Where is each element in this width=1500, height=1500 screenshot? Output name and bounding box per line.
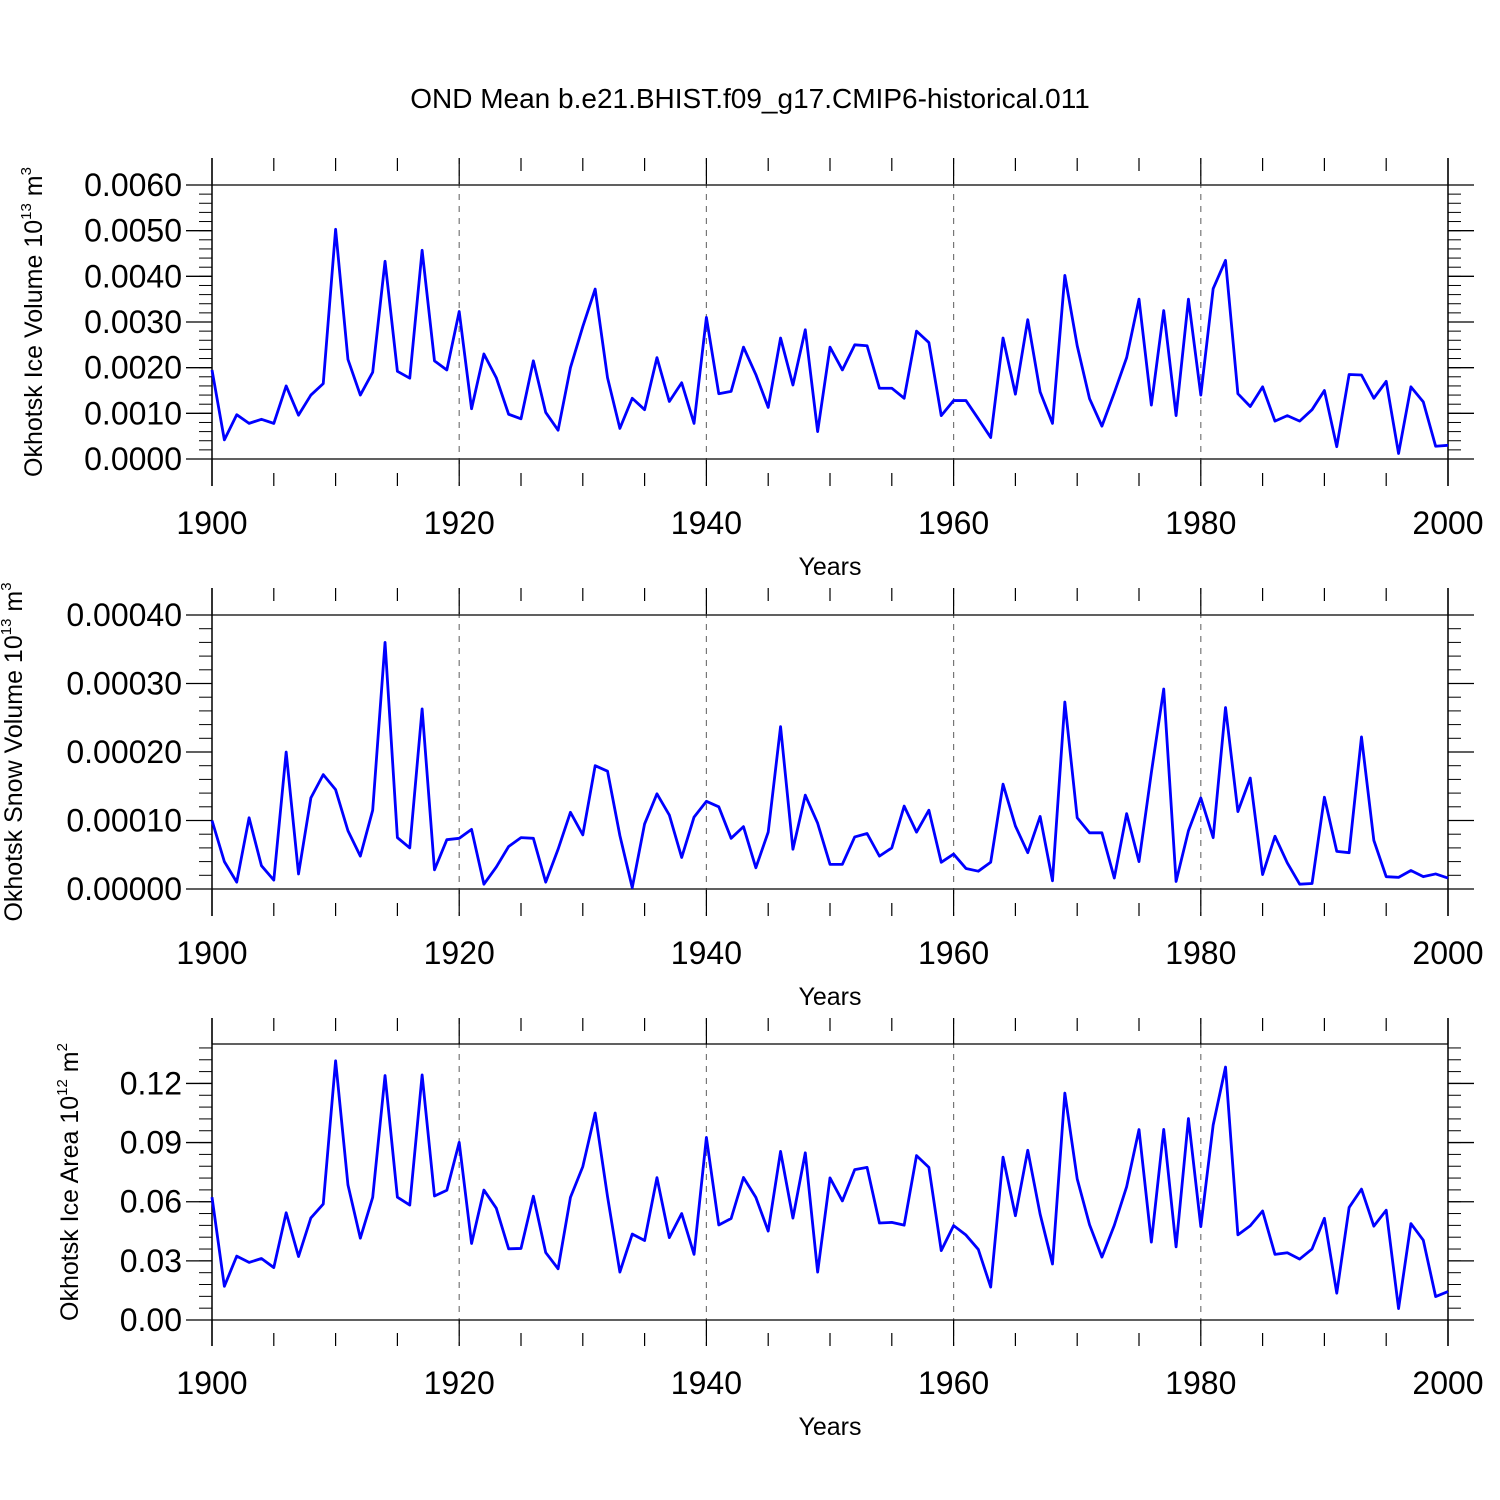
x-tick-label: 1900	[176, 1365, 247, 1401]
x-tick-label: 1960	[918, 935, 989, 971]
ylabel-base: Okhotsk Ice Area 10	[56, 1096, 84, 1321]
ylabel-unit-exponent: 3	[0, 582, 15, 590]
x-tick-label: 1960	[918, 1365, 989, 1401]
xlabel-ice-volume: Years	[798, 553, 861, 581]
y-tick-label: 0.12	[120, 1065, 182, 1101]
y-tick-label: 0.09	[120, 1125, 182, 1161]
y-tick-label: 0.00010	[66, 803, 182, 839]
panel-snow-volume: Okhotsk Snow Volume 1013 m3 Years 1900 19…	[0, 582, 1484, 1011]
ylabel-base: Okhotsk Snow Volume 10	[0, 635, 28, 921]
x-tick-label: 1900	[176, 935, 247, 971]
series-line	[210, 641, 1449, 890]
x-tick-label: 2000	[1412, 1365, 1483, 1401]
x-tick-label: 2000	[1412, 505, 1483, 541]
x-tick-label: 1920	[424, 1365, 495, 1401]
ylabel-unit: m	[20, 175, 48, 203]
y-tick-label: 0.0050	[84, 213, 182, 249]
panel-ice-volume: Okhotsk Ice Volume 1013 m3 Years 1900 192…	[18, 158, 1484, 581]
y-tick-label: 0.00020	[66, 734, 182, 770]
series-line	[210, 227, 1449, 455]
y-tick-label: 0.0040	[84, 258, 182, 294]
x-tick-label: 1940	[671, 505, 742, 541]
ylabel-exponent: 12	[54, 1079, 71, 1096]
series-line	[210, 1059, 1449, 1310]
ylabel-unit: m	[56, 1051, 84, 1079]
x-tick-label: 1940	[671, 1365, 742, 1401]
ylabel-exponent: 13	[18, 203, 35, 220]
y-tick-label: 0.0060	[84, 167, 182, 203]
x-tick-label: 1980	[1165, 505, 1236, 541]
ylabel-exponent: 13	[0, 619, 15, 636]
ylabel-snow-volume: Okhotsk Snow Volume 1013 m3	[0, 582, 28, 921]
x-tick-label: 2000	[1412, 935, 1483, 971]
x-tick-label: 1900	[176, 505, 247, 541]
ylabel-unit: m	[0, 591, 28, 619]
y-tick-label: 0.06	[120, 1184, 182, 1220]
ylabel-ice-volume: Okhotsk Ice Volume 1013 m3	[18, 167, 48, 477]
ylabel-unit-exponent: 2	[54, 1043, 71, 1051]
y-tick-label: 0.00	[120, 1302, 182, 1338]
y-tick-label: 0.0010	[84, 395, 182, 431]
x-tick-label: 1960	[918, 505, 989, 541]
x-tick-label: 1980	[1165, 1365, 1236, 1401]
x-tick-label: 1920	[424, 505, 495, 541]
ylabel-ice-area: Okhotsk Ice Area 1012 m2	[54, 1043, 84, 1321]
y-tick-label: 0.0020	[84, 350, 182, 386]
panel-ice-area: Okhotsk Ice Area 1012 m2 Years 1900 1920 1…	[54, 1018, 1484, 1441]
chart-title: OND Mean b.e21.BHIST.f09_g17.CMIP6-histo…	[410, 83, 1090, 114]
y-tick-label: 0.00000	[66, 871, 182, 907]
y-tick-label: 0.03	[120, 1243, 182, 1279]
y-tick-label: 0.0030	[84, 304, 182, 340]
x-tick-label: 1920	[424, 935, 495, 971]
y-tick-label: 0.0000	[84, 441, 182, 477]
y-tick-label: 0.00030	[66, 666, 182, 702]
y-tick-label: 0.00040	[66, 597, 182, 633]
xlabel-snow-volume: Years	[798, 983, 861, 1011]
x-tick-label: 1980	[1165, 935, 1236, 971]
ylabel-unit-exponent: 3	[18, 167, 35, 175]
ylabel-base: Okhotsk Ice Volume 10	[20, 220, 48, 477]
xlabel-ice-area: Years	[798, 1413, 861, 1441]
x-tick-label: 1940	[671, 935, 742, 971]
